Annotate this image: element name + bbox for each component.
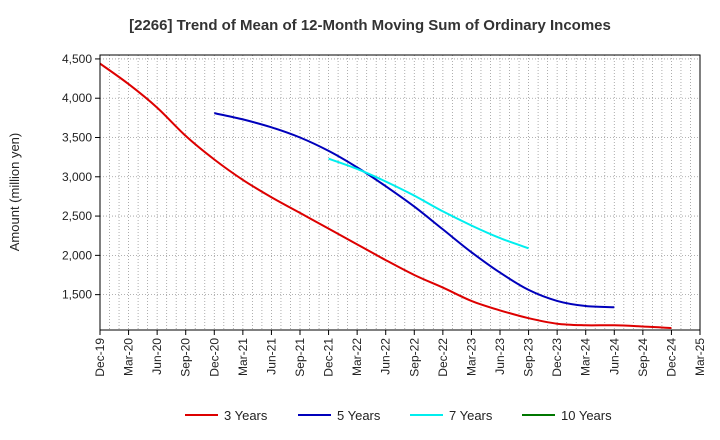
legend-label-10-years: 10 Years [561,408,612,423]
x-tick-label: Sep-22 [407,338,421,377]
x-tick-label: Sep-23 [522,338,536,377]
plot-frame [99,54,701,331]
x-tick-label: Sep-20 [179,338,193,377]
y-tick-label: 3,000 [62,170,92,184]
legend-label-5-years: 5 Years [337,408,381,423]
y-tick-label: 2,500 [62,209,92,223]
x-tick-label: Mar-23 [464,338,478,376]
grid [100,55,700,330]
x-tick-label: Jun-21 [264,338,278,375]
series-lines [99,62,672,329]
x-tick-label: Dec-24 [664,338,678,377]
y-axis-title: Amount (million yen) [7,133,22,252]
x-tick-label: Jun-23 [493,338,507,375]
y-tick-label: 3,500 [62,131,92,145]
x-tick-label: Jun-20 [150,338,164,375]
series-line-7-years [328,157,529,250]
series-line-3-years [99,62,672,329]
series-line-5-years [214,112,615,309]
legend: 3 Years 5 Years 7 Years 10 Years [185,408,612,423]
x-tick-label: Jun-24 [607,338,621,375]
x-tick-label: Dec-20 [207,338,221,377]
chart-title: [2266] Trend of Mean of 12-Month Moving … [129,17,611,34]
y-tick-label: 1,500 [62,288,92,302]
x-tick-label: Dec-22 [436,338,450,377]
x-tick-label: Mar-25 [693,338,707,376]
x-tick-label: Mar-24 [579,338,593,376]
y-tick-label: 2,000 [62,248,92,262]
y-tick-label: 4,500 [62,52,92,66]
x-tick-label: Mar-20 [122,338,136,376]
x-tick-label: Dec-21 [322,338,336,377]
y-tick-label: 4,000 [62,91,92,105]
x-axis-ticks: Dec-19 Mar-20 Jun-20 Sep-20 Dec-20 Mar-21 Jun-… [93,330,707,377]
legend-label-3-years: 3 Years [224,408,268,423]
y-axis-ticks: 1,500 2,000 2,500 3,000 3,500 4,000 4,500 [62,52,100,302]
x-tick-label: Sep-21 [293,338,307,377]
x-tick-label: Mar-21 [236,338,250,376]
x-tick-label: Sep-24 [636,338,650,377]
x-tick-label: Mar-22 [350,338,364,376]
legend-label-7-years: 7 Years [449,408,493,423]
x-tick-label: Jun-22 [379,338,393,375]
x-tick-label: Dec-19 [93,338,107,377]
x-tick-label: Dec-23 [550,338,564,377]
